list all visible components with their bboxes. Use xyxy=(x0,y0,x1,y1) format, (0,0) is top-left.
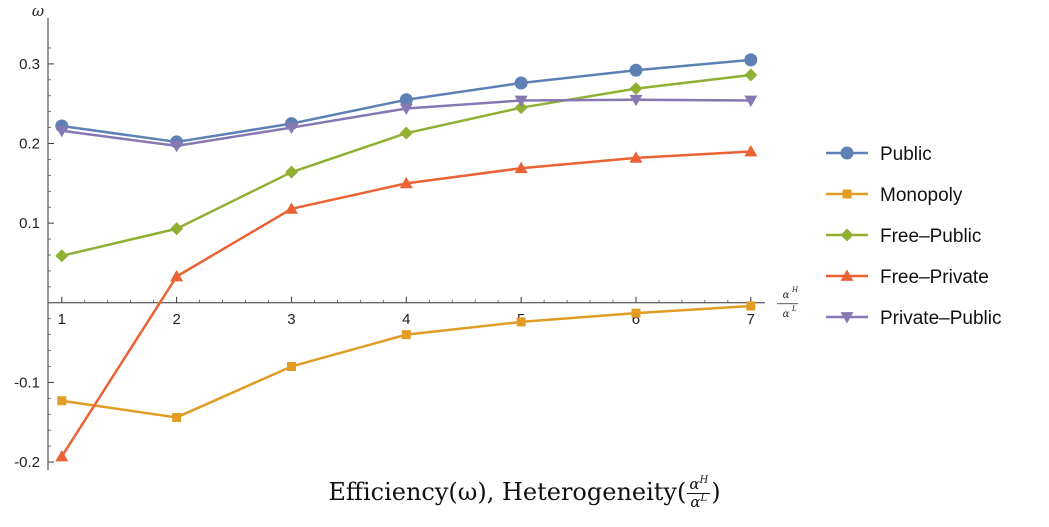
axes: -0.2-0.10.10.20.31234567ωαHαL xyxy=(14,2,799,471)
y-axis-label: ω xyxy=(32,2,44,20)
caption-num-sup: H xyxy=(699,475,709,486)
data-point-free-private xyxy=(514,161,528,174)
legend-label: Free–Public xyxy=(880,226,981,247)
data-point-free-private xyxy=(55,449,69,462)
caption-den-sup: L xyxy=(700,492,708,504)
legend-item-free-private: Free–Private xyxy=(826,267,989,288)
y-tick-label: 0.3 xyxy=(19,56,40,73)
data-point-free-public xyxy=(744,68,758,82)
data-point-monopoly xyxy=(516,317,526,327)
data-point-private-public xyxy=(629,94,643,107)
data-point-public xyxy=(514,76,528,90)
data-point-free-public xyxy=(55,249,69,263)
legend-swatch-marker xyxy=(840,269,854,281)
data-point-private-public xyxy=(744,95,758,108)
legend-label: Private–Public xyxy=(880,308,1001,329)
data-point-private-public xyxy=(284,122,298,135)
data-point-free-private xyxy=(170,270,184,282)
data-point-private-public xyxy=(55,125,69,138)
caption-num: α xyxy=(689,475,700,493)
caption-fraction: αH αL xyxy=(687,475,711,511)
y-tick-label: 0.1 xyxy=(19,215,40,232)
y-tick-label: 0.2 xyxy=(19,136,40,153)
y-tick-label: -0.2 xyxy=(14,454,40,471)
data-point-public xyxy=(399,93,413,107)
data-point-free-private xyxy=(284,202,298,214)
x-axis-label-numerator-sup: H xyxy=(791,286,799,294)
legend-swatch-marker xyxy=(840,146,854,160)
x-axis-label-denominator: α xyxy=(783,309,790,320)
data-point-private-public xyxy=(399,103,413,115)
data-point-free-public xyxy=(629,82,643,96)
caption-den: α xyxy=(690,492,701,511)
series-line-free-private xyxy=(60,150,751,458)
data-point-public xyxy=(744,53,758,67)
legend-item-public: Public xyxy=(826,144,932,165)
x-tick-label: 4 xyxy=(402,311,410,328)
legend-item-monopoly: Monopoly xyxy=(826,185,963,206)
series-free-private xyxy=(55,144,758,462)
series-free-public xyxy=(55,68,758,263)
legend-swatch-marker xyxy=(840,312,854,324)
x-tick-label: 7 xyxy=(747,311,755,328)
x-tick-label: 2 xyxy=(172,311,180,328)
legend-label: Monopoly xyxy=(880,185,963,206)
data-point-monopoly xyxy=(746,301,756,311)
legend-label: Free–Private xyxy=(880,267,989,288)
x-tick-label: 1 xyxy=(58,311,66,328)
series-layer xyxy=(55,53,758,462)
data-point-private-public xyxy=(514,95,528,108)
caption-prefix: Efficiency(ω), Heterogeneity( xyxy=(328,477,687,506)
data-point-monopoly xyxy=(286,361,296,371)
data-point-free-public xyxy=(399,126,413,140)
x-tick-label: 6 xyxy=(632,311,640,328)
data-point-monopoly xyxy=(631,308,641,318)
data-point-free-public xyxy=(170,222,184,236)
data-point-free-private xyxy=(629,151,643,163)
data-point-free-public xyxy=(514,101,528,115)
data-point-public xyxy=(629,63,643,77)
legend-swatch-marker xyxy=(840,228,854,242)
legend-label: Public xyxy=(880,144,932,165)
series-monopoly xyxy=(57,301,756,422)
y-tick-label: -0.1 xyxy=(14,374,40,391)
x-tick-label: 3 xyxy=(287,311,295,328)
x-axis-label-denominator-sup: L xyxy=(791,305,797,313)
data-point-free-private xyxy=(744,144,758,157)
legend-item-free-public: Free–Public xyxy=(826,226,981,247)
caption-suffix: ) xyxy=(711,477,721,506)
legend-item-private-public: Private–Public xyxy=(826,308,1001,329)
x-axis-label-numerator: α xyxy=(783,290,790,301)
legend: Public Monopoly Free–Public Free–Private Pri… xyxy=(826,144,1001,329)
data-point-monopoly xyxy=(172,412,182,422)
data-point-private-public xyxy=(170,141,184,153)
series-private-public xyxy=(55,94,758,153)
legend-swatch-marker xyxy=(842,189,852,199)
data-point-free-public xyxy=(284,165,298,179)
data-point-monopoly xyxy=(57,396,67,406)
data-point-monopoly xyxy=(401,330,411,340)
chart-caption: Efficiency(ω), Heterogeneity(αH αL) xyxy=(0,475,1049,511)
data-point-free-private xyxy=(399,176,413,189)
